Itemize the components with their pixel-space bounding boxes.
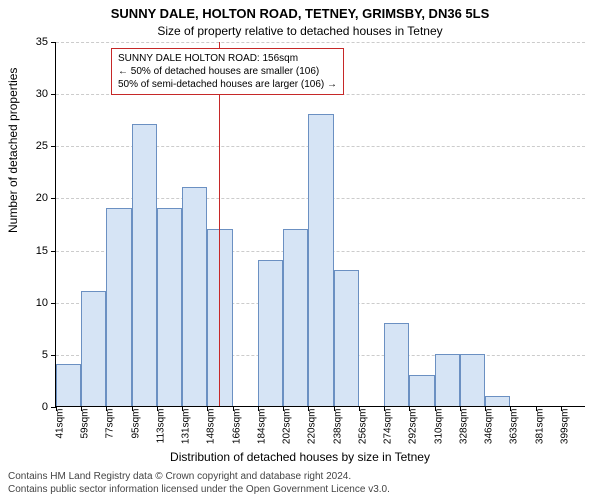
x-tick-label: 184sqm — [256, 409, 267, 445]
y-tick — [51, 303, 56, 304]
annotation-line: ← 50% of detached houses are smaller (10… — [118, 65, 337, 78]
histogram-bar — [106, 208, 131, 406]
footer-line-1: Contains HM Land Registry data © Crown c… — [8, 471, 592, 484]
x-tick-label: 95sqm — [130, 409, 141, 439]
y-tick — [51, 355, 56, 356]
annotation-line: SUNNY DALE HOLTON ROAD: 156sqm — [118, 52, 337, 65]
chart-title: SUNNY DALE, HOLTON ROAD, TETNEY, GRIMSBY… — [0, 6, 600, 21]
y-tick — [51, 198, 56, 199]
y-tick-label: 30 — [18, 88, 48, 100]
histogram-bar — [258, 260, 283, 406]
x-tick-label: 346sqm — [484, 409, 495, 445]
histogram-bar — [334, 270, 359, 406]
annotation-line: 50% of semi-detached houses are larger (… — [118, 78, 337, 91]
x-tick-label: 292sqm — [408, 409, 419, 445]
x-tick-label: 220sqm — [307, 409, 318, 445]
chart-container: { "chart": { "type": "histogram", "title… — [0, 0, 600, 500]
footer-line-2: Contains public sector information licen… — [8, 484, 592, 497]
x-tick-label: 59sqm — [80, 409, 91, 439]
y-tick-label: 5 — [18, 349, 48, 361]
histogram-bar — [157, 208, 182, 406]
histogram-bar — [460, 354, 485, 406]
y-tick-label: 35 — [18, 36, 48, 48]
histogram-bar — [384, 323, 409, 406]
x-tick-label: 328sqm — [458, 409, 469, 445]
annotation-box: SUNNY DALE HOLTON ROAD: 156sqm← 50% of d… — [111, 48, 344, 95]
x-tick-label: 113sqm — [155, 409, 166, 444]
histogram-bar — [56, 364, 81, 406]
histogram-bar — [435, 354, 460, 406]
x-axis-label: Distribution of detached houses by size … — [0, 450, 600, 464]
y-tick — [51, 94, 56, 95]
histogram-bar — [409, 375, 434, 406]
histogram-bar — [308, 114, 333, 406]
chart-subtitle: Size of property relative to detached ho… — [0, 24, 600, 38]
y-tick-label: 15 — [18, 245, 48, 257]
gridline — [56, 42, 585, 43]
plot-area: 0510152025303541sqm59sqm77sqm95sqm113sqm… — [55, 42, 585, 407]
y-tick-label: 0 — [18, 401, 48, 413]
x-tick-label: 310sqm — [433, 409, 444, 445]
x-tick-label: 274sqm — [383, 409, 394, 445]
y-tick-label: 20 — [18, 192, 48, 204]
y-tick — [51, 42, 56, 43]
y-tick-label: 10 — [18, 297, 48, 309]
histogram-bar — [81, 291, 106, 406]
histogram-bar — [485, 396, 510, 406]
x-tick-label: 77sqm — [105, 409, 116, 439]
y-tick-label: 25 — [18, 140, 48, 152]
y-tick — [51, 146, 56, 147]
footer-attribution: Contains HM Land Registry data © Crown c… — [8, 471, 592, 496]
y-tick — [51, 251, 56, 252]
histogram-bar — [182, 187, 207, 406]
x-tick-label: 131sqm — [181, 409, 192, 445]
x-tick-label: 399sqm — [559, 409, 570, 445]
histogram-bar — [283, 229, 308, 406]
x-tick-label: 256sqm — [357, 409, 368, 445]
x-tick-label: 238sqm — [332, 409, 343, 445]
x-tick-label: 202sqm — [282, 409, 293, 445]
x-tick-label: 381sqm — [534, 409, 545, 445]
histogram-bar — [207, 229, 232, 406]
x-tick-label: 148sqm — [206, 409, 217, 445]
histogram-bar — [132, 124, 157, 406]
reference-line — [219, 42, 220, 406]
x-tick-label: 166sqm — [231, 409, 242, 445]
x-tick-label: 363sqm — [509, 409, 520, 445]
x-tick-label: 41sqm — [55, 409, 66, 439]
